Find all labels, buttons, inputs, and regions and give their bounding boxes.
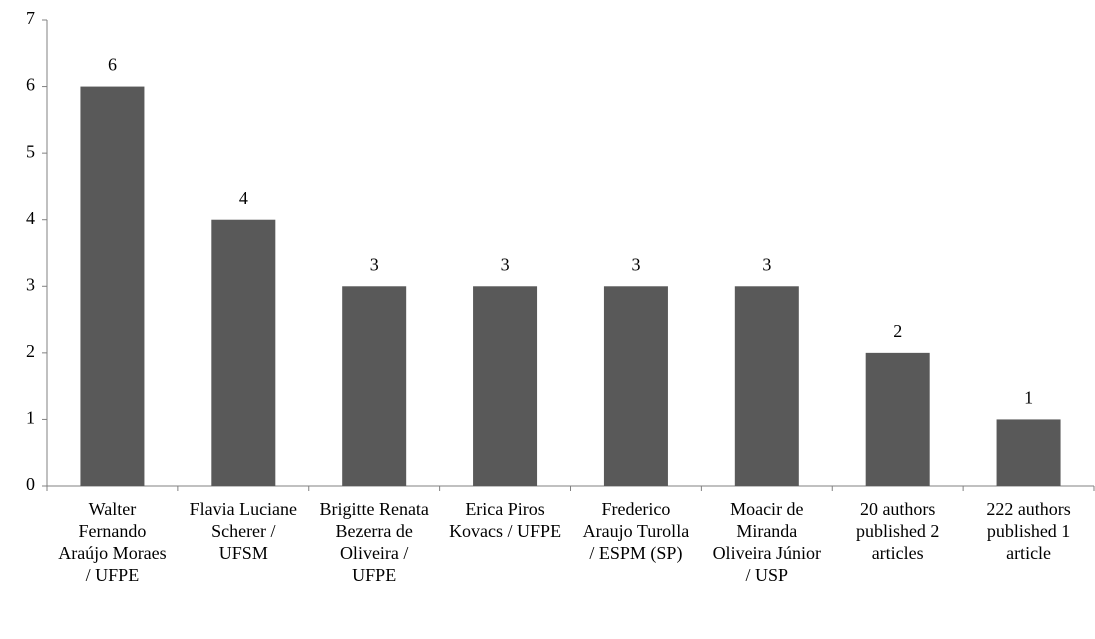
x-tick-label: Moacir de Miranda Oliveira Júnior / USP bbox=[712, 499, 822, 585]
bar bbox=[211, 219, 276, 486]
x-tick-label: 20 authors published 2 articles bbox=[855, 499, 940, 563]
value-label: 3 bbox=[370, 254, 379, 274]
bar bbox=[734, 286, 799, 486]
x-tick-label: Erica Piros Kovacs / UFPE bbox=[449, 499, 562, 541]
x-tick-label: Frederico Araujo Turolla / ESPM (SP) bbox=[582, 499, 690, 563]
y-tick-label: 3 bbox=[26, 274, 35, 294]
x-tick-label: Flavia Luciane Scherer / UFSM bbox=[189, 499, 298, 563]
y-tick-label: 7 bbox=[26, 8, 35, 28]
y-tick-label: 4 bbox=[26, 208, 35, 228]
bar bbox=[473, 286, 538, 486]
value-label: 3 bbox=[501, 254, 510, 274]
y-tick-label: 6 bbox=[26, 75, 35, 95]
x-tick-label: Brigitte Renata Bezerra de Oliveira / UF… bbox=[319, 499, 429, 585]
bar bbox=[865, 352, 930, 486]
value-label: 6 bbox=[108, 55, 117, 75]
bar bbox=[80, 86, 145, 487]
value-label: 2 bbox=[893, 321, 902, 341]
y-tick-label: 2 bbox=[26, 341, 35, 361]
value-label: 4 bbox=[239, 188, 248, 208]
y-tick-label: 0 bbox=[26, 474, 35, 494]
y-tick-label: 5 bbox=[26, 141, 35, 161]
y-tick-label: 1 bbox=[26, 408, 35, 428]
x-tick-label: Walter Fernando Araújo Moraes / UFPE bbox=[58, 499, 167, 585]
value-label: 3 bbox=[762, 254, 771, 274]
bar bbox=[342, 286, 407, 486]
bar bbox=[996, 419, 1061, 486]
bar bbox=[603, 286, 668, 486]
value-label: 3 bbox=[631, 254, 640, 274]
x-tick-label: 222 authors published 1 article bbox=[986, 499, 1071, 563]
value-label: 1 bbox=[1024, 388, 1033, 408]
